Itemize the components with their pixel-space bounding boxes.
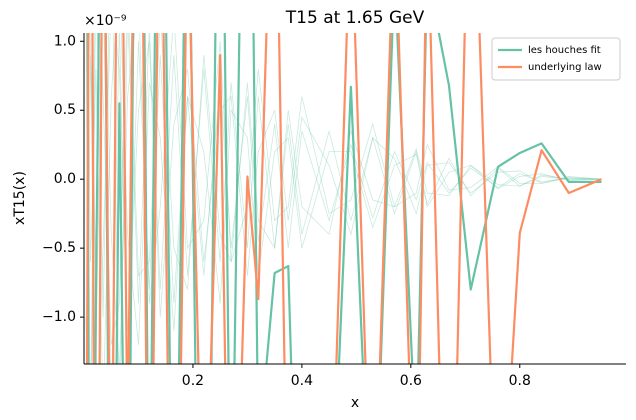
legend-label: les houches fit: [528, 45, 601, 56]
x-tick-label: 0.8: [509, 373, 531, 389]
y-tick-label: −0.5: [42, 240, 76, 256]
y-offset-text: ×10⁻⁹: [84, 13, 127, 29]
y-axis-label: xT15(x): [12, 171, 28, 225]
series-line: [85, 33, 602, 364]
legend-label: underlying law: [528, 62, 602, 73]
y-tick-label: −1.0: [42, 309, 76, 325]
x-tick-label: 0.2: [182, 373, 204, 389]
chart-title: T15 at 1.65 GeV: [285, 8, 425, 28]
x-tick-label: 0.4: [291, 373, 313, 389]
replica-line: [85, 33, 602, 364]
replica-line: [85, 33, 602, 364]
replica-line: [89, 33, 602, 364]
legend: les houches fit underlying law: [491, 37, 621, 81]
series-line: [86, 33, 602, 364]
y-tick-label: 0.5: [54, 102, 76, 118]
plot-area: [85, 33, 602, 364]
x-axis-label: x: [351, 395, 359, 411]
legend-box: [491, 37, 621, 81]
y-tick-label: 1.0: [54, 33, 76, 49]
y-tick-label: 0.0: [54, 171, 76, 187]
x-tick-label: 0.6: [400, 373, 422, 389]
